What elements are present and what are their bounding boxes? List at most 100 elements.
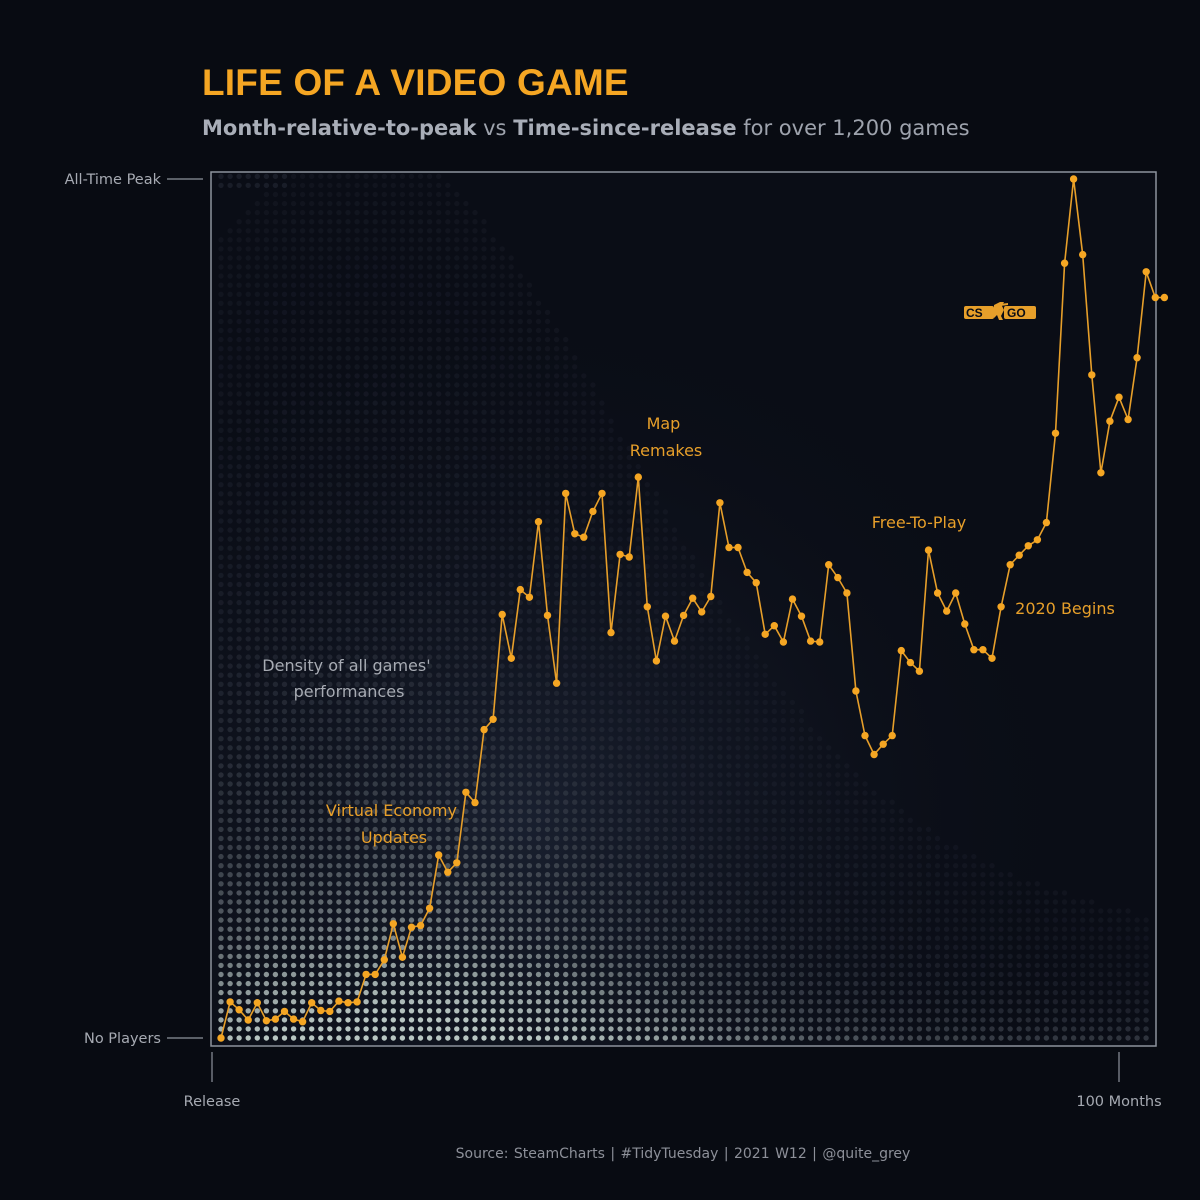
density-dot-4199: [644, 708, 650, 715]
density-dot-1971: [399, 436, 406, 443]
density-dot-1525: [363, 999, 369, 1005]
density-dot-4559: [699, 599, 705, 606]
density-dot-1219: [327, 291, 333, 297]
density-dot-2016: [408, 899, 415, 905]
density-dot-3347: [535, 454, 542, 461]
density-dot-4521: [699, 944, 705, 950]
density-dot-4517: [699, 980, 705, 987]
density-dot-4651: [717, 699, 723, 706]
density-dot-2758: [472, 209, 478, 216]
density-dot-2744: [472, 336, 478, 343]
density-dot-4779: [744, 826, 750, 833]
density-dot-573: [272, 926, 279, 932]
density-dot-2858: [490, 962, 496, 969]
density-dot-2778: [481, 863, 487, 869]
density-dot-135: [227, 636, 233, 642]
density-dot-3378: [544, 917, 551, 923]
density-dot-3065: [508, 690, 514, 696]
density-dot-1074: [318, 736, 324, 742]
density-dot-4061: [626, 781, 632, 787]
density-dot-4668: [726, 989, 732, 996]
density-dot-4242: [653, 881, 660, 887]
density-dot-4539: [699, 781, 705, 787]
density-dot-4658: [717, 636, 723, 642]
density-dot-3416: [544, 572, 551, 579]
density-dot-4408: [680, 980, 687, 987]
density-dot-4227: [653, 1017, 660, 1023]
density-dot-3403: [544, 690, 551, 696]
density-dot-3096: [508, 409, 514, 415]
density-dot-3463: [553, 881, 560, 887]
density-dot-335: [245, 500, 251, 506]
density-dot-821: [290, 418, 297, 424]
density-dot-4974: [789, 953, 796, 960]
density-dot-530: [263, 445, 270, 452]
density-dot-4567: [708, 999, 714, 1005]
density-dot-4368: [671, 826, 678, 833]
density-dot-1961: [399, 527, 406, 533]
density-dot-301: [245, 808, 251, 814]
density-dot-2863: [490, 917, 496, 923]
density-dot-1881: [390, 382, 396, 388]
density-dot-1312: [336, 318, 342, 325]
density-dot-4701: [726, 690, 732, 696]
density-dot-4821: [753, 853, 759, 860]
density-dot-3723: [581, 636, 587, 642]
density-dot-801: [290, 599, 297, 606]
density-dot-4518: [699, 971, 705, 978]
density-dot-227: [236, 636, 242, 642]
density-dot-2261: [426, 418, 433, 424]
density-dot-4305: [662, 863, 669, 869]
density-dot-462: [254, 200, 260, 207]
density-dot-2961: [499, 835, 505, 842]
density-dot-316: [245, 672, 251, 678]
density-dot-3595: [563, 400, 569, 406]
density-dot-4859: [762, 899, 768, 905]
density-dot-48: [218, 599, 224, 606]
density-dot-534: [263, 409, 270, 415]
density-dot-1911: [399, 980, 406, 987]
density-dot-1623: [372, 980, 378, 987]
density-dot-3393: [544, 781, 551, 787]
density-dot-4583: [708, 853, 714, 860]
density-dot-2794: [481, 717, 487, 724]
density-dot-4669: [726, 980, 732, 987]
density-dot-4525: [699, 908, 705, 914]
density-dot-780: [290, 790, 297, 796]
density-dot-4132: [635, 736, 641, 742]
density-dot-4739: [735, 772, 741, 778]
density-dot-2591: [463, 881, 469, 887]
density-dot-1766: [381, 554, 387, 560]
density-dot-4917: [771, 754, 777, 760]
density-dot-3496: [553, 581, 560, 588]
density-dot-2145: [417, 599, 424, 606]
density-dot-3148: [517, 726, 523, 733]
density-dot-277: [245, 1026, 251, 1032]
density-dot-3789: [590, 708, 596, 715]
density-dot-638: [272, 336, 279, 343]
density-dot-2662: [463, 237, 469, 243]
density-dot-2247: [426, 545, 433, 551]
density-dot-3236: [526, 699, 533, 706]
density-dot-4667: [726, 999, 732, 1005]
density-dot-2395: [445, 944, 451, 950]
density-dot-2989: [499, 581, 505, 588]
density-dot-2496: [454, 890, 460, 896]
density-dot-3826: [599, 1035, 605, 1041]
density-dot-1581: [363, 491, 369, 497]
density-dot-1565: [363, 636, 369, 642]
density-dot-4557: [699, 618, 705, 624]
density-dot-38: [218, 690, 224, 696]
density-dot-817: [290, 454, 297, 461]
density-dot-3762: [590, 953, 596, 960]
density-dot-3444: [544, 318, 551, 325]
density-dot-4219: [644, 527, 650, 533]
density-dot-280: [245, 999, 251, 1005]
density-dot-1587: [363, 436, 369, 443]
density-dot-70: [218, 400, 224, 406]
density-dot-819: [290, 436, 297, 443]
density-dot-3785: [590, 745, 596, 751]
density-dot-2075: [408, 364, 415, 370]
density-dot-3757: [590, 999, 596, 1005]
density-dot-4884: [762, 672, 768, 678]
